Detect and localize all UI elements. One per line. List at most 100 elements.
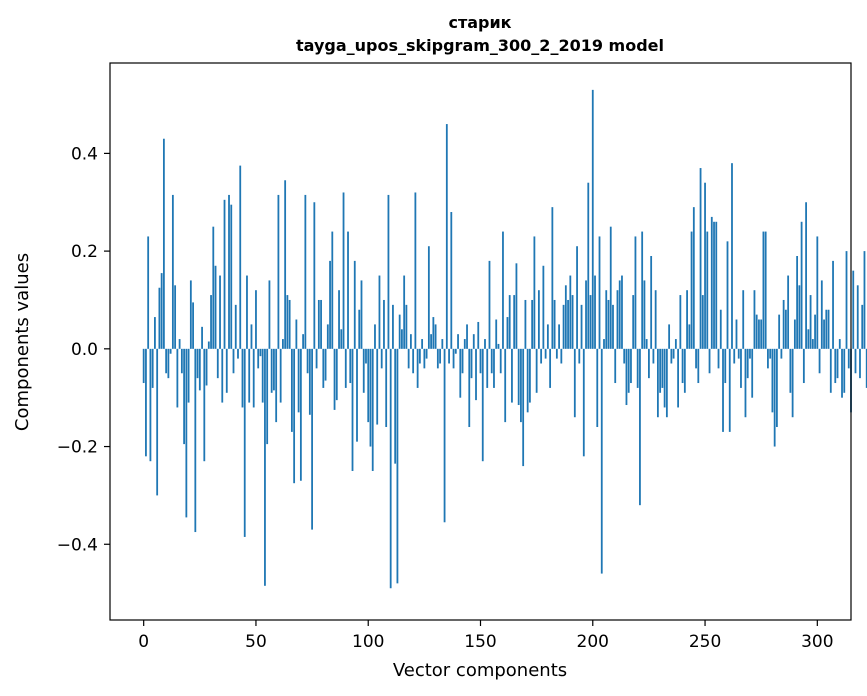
bar-247 <box>697 348 700 384</box>
y-tick-label: 0.0 <box>71 340 98 360</box>
bar-203 <box>598 236 601 349</box>
bar-266 <box>740 348 742 388</box>
bar-122 <box>416 348 419 388</box>
bar-107 <box>383 299 385 349</box>
bar-41 <box>234 304 237 349</box>
bar-283 <box>778 314 781 349</box>
bar-321 <box>863 251 866 349</box>
bar-167 <box>517 348 520 406</box>
bar-105 <box>378 275 381 349</box>
bar-246 <box>695 348 697 369</box>
bar-243 <box>688 324 691 349</box>
bar-1 <box>145 348 147 457</box>
bar-185 <box>558 324 560 349</box>
bar-53 <box>261 348 264 403</box>
bar-229 <box>656 348 659 418</box>
plot-frame <box>109 62 852 621</box>
bar-174 <box>533 236 536 349</box>
bar-255 <box>715 221 718 349</box>
bar-79 <box>320 299 322 349</box>
bar-43 <box>239 165 242 349</box>
bar-85 <box>333 348 336 410</box>
bar-306 <box>829 348 832 393</box>
bar-76 <box>313 202 316 349</box>
bar-198 <box>587 182 590 349</box>
bar-101 <box>369 348 372 447</box>
bar-209 <box>612 304 614 349</box>
bar-317 <box>854 348 857 374</box>
bar-13 <box>171 194 174 349</box>
bar-192 <box>573 348 576 418</box>
bar-5 <box>154 317 156 349</box>
bar-111 <box>392 304 394 349</box>
bar-183 <box>553 299 556 349</box>
bar-285 <box>782 299 785 349</box>
bar-7 <box>158 287 161 349</box>
bar-322 <box>865 348 867 388</box>
bar-267 <box>742 290 745 349</box>
bar-292 <box>798 285 801 349</box>
bar-220 <box>636 348 639 388</box>
bar-126 <box>425 348 428 359</box>
bar-91 <box>347 231 349 349</box>
bar-22 <box>192 302 194 349</box>
bar-213 <box>621 275 623 349</box>
bar-33 <box>216 348 219 379</box>
bar-8 <box>160 273 163 349</box>
bar-233 <box>665 348 668 418</box>
bar-45 <box>243 348 246 537</box>
x-tick-label: 100 <box>352 632 384 652</box>
bar-261 <box>728 348 731 432</box>
bar-207 <box>607 299 610 349</box>
bar-118 <box>407 348 410 369</box>
bar-87 <box>338 290 340 349</box>
bar-196 <box>582 348 585 457</box>
bar-99 <box>365 348 367 364</box>
bar-206 <box>605 290 608 349</box>
bar-177 <box>540 348 543 364</box>
bar-278 <box>767 348 769 369</box>
bar-32 <box>214 265 217 349</box>
x-axis-label: Vector components <box>393 660 567 681</box>
bar-58 <box>273 348 275 391</box>
bar-311 <box>841 348 843 398</box>
bar-124 <box>421 339 424 349</box>
bar-73 <box>306 348 309 374</box>
bar-93 <box>351 348 354 471</box>
bar-252 <box>708 348 711 374</box>
bar-131 <box>436 348 439 369</box>
bar-39 <box>230 204 233 349</box>
bar-38 <box>228 194 230 349</box>
bar-103 <box>374 324 376 349</box>
bar-36 <box>223 199 226 349</box>
bar-249 <box>701 295 704 349</box>
bar-56 <box>268 280 271 349</box>
bar-162 <box>506 317 509 349</box>
bar-123 <box>418 348 421 364</box>
bar-258 <box>722 348 724 432</box>
bar-314 <box>847 348 850 369</box>
bar-193 <box>576 246 578 349</box>
bar-95 <box>356 348 358 442</box>
bar-94 <box>353 260 356 349</box>
bar-134 <box>443 348 446 523</box>
bar-60 <box>277 194 280 349</box>
bar-274 <box>758 319 760 349</box>
bar-242 <box>686 290 688 349</box>
bar-19 <box>185 348 188 518</box>
bar-234 <box>668 324 671 349</box>
bar-201 <box>594 275 596 349</box>
x-tick-label: 0 <box>138 632 149 652</box>
bar-195 <box>580 304 583 349</box>
bar-284 <box>780 348 783 359</box>
bar-176 <box>537 290 540 349</box>
bar-23 <box>194 348 197 533</box>
bar-298 <box>811 339 814 349</box>
bar-64 <box>286 295 289 349</box>
bar-236 <box>672 348 675 359</box>
bar-227 <box>652 348 655 364</box>
bar-191 <box>571 295 574 349</box>
bar-271 <box>751 348 754 398</box>
bar-106 <box>380 348 383 369</box>
bar-197 <box>585 280 587 349</box>
